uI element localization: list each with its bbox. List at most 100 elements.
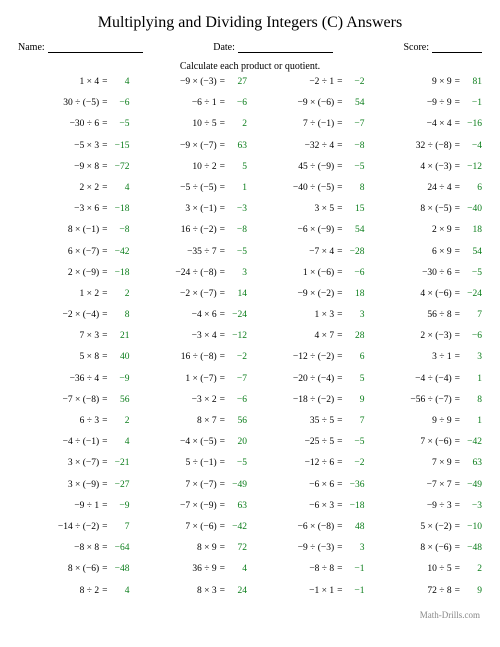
problem-row: 4 × 7=28: [253, 332, 365, 353]
problem-row: 8 × 9=72: [136, 544, 248, 565]
equals-sign: =: [100, 311, 109, 321]
expression: −56 ÷ (−7): [371, 396, 453, 406]
problem-row: 8 × (−5)=−40: [371, 205, 483, 226]
expression: 6 × 9: [371, 248, 453, 258]
answer: −5: [345, 163, 365, 173]
answer: −7: [345, 120, 365, 130]
answer: −16: [462, 120, 482, 130]
expression: −7 × (−9): [136, 502, 218, 512]
problem-row: 24 ÷ 4=6: [371, 184, 483, 205]
expression: −8 × 8: [18, 544, 100, 554]
expression: 10 ÷ 5: [136, 120, 218, 130]
problem-row: 7 × (−7)=−49: [136, 481, 248, 502]
expression: −9 ÷ (−3): [253, 544, 335, 554]
equals-sign: =: [335, 269, 344, 279]
answer: 4: [110, 184, 130, 194]
problem-row: −6 × 6=−36: [253, 481, 365, 502]
equals-sign: =: [453, 523, 462, 533]
expression: 8 × 3: [136, 587, 218, 597]
expression: 2 × (−3): [371, 332, 453, 342]
answer: 63: [227, 502, 247, 512]
equals-sign: =: [218, 184, 227, 194]
problem-row: −20 ÷ (−4)=5: [253, 375, 365, 396]
equals-sign: =: [218, 375, 227, 385]
equals-sign: =: [218, 269, 227, 279]
instruction-text: Calculate each product or quotient.: [18, 61, 482, 72]
expression: 35 ÷ 5: [253, 417, 335, 427]
answer: −5: [110, 120, 130, 130]
problem-row: −30 ÷ 6=−5: [371, 269, 483, 290]
answer: −21: [110, 459, 130, 469]
problem-row: 10 ÷ 2=5: [136, 163, 248, 184]
problem-row: 7 × 3=21: [18, 332, 130, 353]
answer: 4: [227, 565, 247, 575]
equals-sign: =: [100, 226, 109, 236]
expression: −5 ÷ (−5): [136, 184, 218, 194]
problem-row: −9 × (−2)=18: [253, 290, 365, 311]
expression: −35 ÷ 7: [136, 248, 218, 258]
problem-row: 1 × (−6)=−6: [253, 269, 365, 290]
expression: 1 × 2: [18, 290, 100, 300]
equals-sign: =: [218, 99, 227, 109]
problem-row: −9 × (−3)=27: [136, 78, 248, 99]
answer: 56: [110, 396, 130, 406]
answer: −27: [110, 481, 130, 491]
problem-row: −4 ÷ (−1)=4: [18, 438, 130, 459]
answer: 8: [345, 184, 365, 194]
equals-sign: =: [335, 184, 344, 194]
problem-row: −6 × (−9)=54: [253, 226, 365, 247]
answer: 63: [227, 142, 247, 152]
equals-sign: =: [335, 99, 344, 109]
problem-row: −5 ÷ (−5)=1: [136, 184, 248, 205]
expression: 9 × 9: [371, 78, 453, 88]
answer: 63: [462, 459, 482, 469]
answer: −18: [110, 269, 130, 279]
equals-sign: =: [100, 565, 109, 575]
equals-sign: =: [335, 78, 344, 88]
problem-row: −24 ÷ (−8)=3: [136, 269, 248, 290]
equals-sign: =: [100, 417, 109, 427]
equals-sign: =: [218, 332, 227, 342]
expression: 24 ÷ 4: [371, 184, 453, 194]
equals-sign: =: [100, 523, 109, 533]
expression: 1 × (−6): [253, 269, 335, 279]
problem-row: 7 ÷ (−1)=−7: [253, 120, 365, 141]
answer: −12: [462, 163, 482, 173]
problem-row: −30 ÷ 6=−5: [18, 120, 130, 141]
problem-column: −2 ÷ 1=−2−9 × (−6)=547 ÷ (−1)=−7−32 ÷ 4=…: [253, 78, 365, 608]
expression: −7 × 4: [253, 248, 335, 258]
answer: 9: [345, 396, 365, 406]
expression: −25 ÷ 5: [253, 438, 335, 448]
problem-row: 16 ÷ (−2)=−8: [136, 226, 248, 247]
answer: −7: [227, 375, 247, 385]
answer: −8: [110, 226, 130, 236]
problem-row: 3 × 5=15: [253, 205, 365, 226]
problem-row: −40 ÷ (−5)=8: [253, 184, 365, 205]
problem-row: 7 × (−6)=−42: [136, 523, 248, 544]
equals-sign: =: [100, 99, 109, 109]
problem-row: −7 × 7=−49: [371, 481, 483, 502]
answer: 1: [462, 375, 482, 385]
problem-row: 56 ÷ 8=7: [371, 311, 483, 332]
problem-row: 1 × 4=4: [18, 78, 130, 99]
problem-row: −56 ÷ (−7)=8: [371, 396, 483, 417]
score-blank[interactable]: [432, 42, 482, 53]
expression: 45 ÷ (−9): [253, 163, 335, 173]
name-blank[interactable]: [48, 42, 143, 53]
problem-row: −35 ÷ 7=−5: [136, 248, 248, 269]
expression: −6 × (−9): [253, 226, 335, 236]
expression: −4 ÷ (−4): [371, 375, 453, 385]
equals-sign: =: [100, 269, 109, 279]
expression: −4 × (−5): [136, 438, 218, 448]
answer: −10: [462, 523, 482, 533]
problem-row: −1 × 1=−1: [253, 587, 365, 608]
date-blank[interactable]: [238, 42, 333, 53]
expression: −9 × 8: [18, 163, 100, 173]
equals-sign: =: [335, 544, 344, 554]
problem-row: 8 × (−1)=−8: [18, 226, 130, 247]
answer: −24: [462, 290, 482, 300]
answer: 4: [110, 438, 130, 448]
answer: −42: [227, 523, 247, 533]
equals-sign: =: [453, 184, 462, 194]
problem-row: 10 ÷ 5=2: [136, 120, 248, 141]
